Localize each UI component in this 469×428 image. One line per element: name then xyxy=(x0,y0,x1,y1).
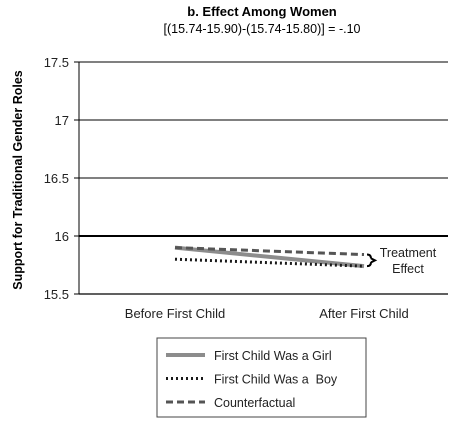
legend-label: First Child Was a Girl xyxy=(214,349,332,363)
y-axis-label: Support for Traditional Gender Roles xyxy=(11,70,25,290)
chart-title: b. Effect Among Women xyxy=(187,4,337,19)
legend-label: First Child Was a Boy xyxy=(214,373,338,387)
y-tick-label: 17 xyxy=(55,113,69,128)
y-tick-label: 17.5 xyxy=(44,55,69,70)
y-tick-label: 15.5 xyxy=(44,287,69,302)
series-line-0 xyxy=(174,245,365,269)
gridlines xyxy=(79,61,448,237)
legend: First Child Was a Girl First Child Was a … xyxy=(156,337,367,418)
series-line-2 xyxy=(174,246,365,257)
series-line-1 xyxy=(174,257,365,268)
x-tick-label: Before First Child xyxy=(125,306,225,321)
legend-label: Counterfactual xyxy=(214,396,295,410)
plot-series xyxy=(174,245,365,269)
axes: 15.5 16 16.5 17 17.5 Before First Child After … xyxy=(44,55,448,321)
annotation-label: Effect xyxy=(392,262,424,276)
treatment-effect-annotation: Treatment Effect xyxy=(366,246,437,276)
x-tick-label: After First Child xyxy=(319,306,409,321)
y-tick-label: 16.5 xyxy=(44,171,69,186)
y-tick-label: 16 xyxy=(55,229,69,244)
annotation-label: Treatment xyxy=(380,246,437,260)
chart-subtitle: [(15.74-15.90)-(15.74-15.80)] = -.10 xyxy=(164,22,361,36)
brace-icon xyxy=(366,253,378,268)
